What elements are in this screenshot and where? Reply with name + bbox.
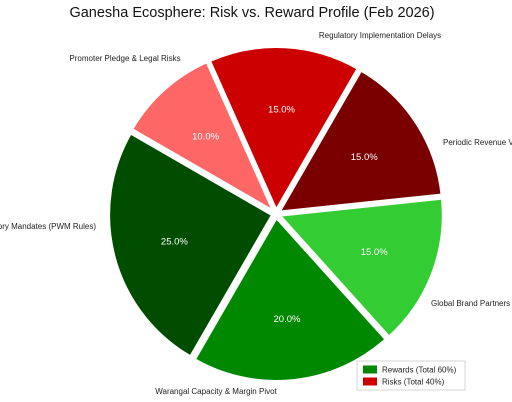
legend-swatch-risks bbox=[363, 377, 377, 386]
pie-slice-value-4: 25.0% bbox=[161, 237, 188, 248]
pie-category-label-1: Periodic Revenue V bbox=[443, 138, 512, 147]
pie-category-label-0: Regulatory Implementation Delays bbox=[319, 31, 441, 40]
pie-slice-1 bbox=[277, 68, 444, 214]
pie-slice-value-2: 15.0% bbox=[361, 247, 388, 258]
chart-title: Ganesha Ecosphere: Risk vs. Reward Profi… bbox=[69, 5, 434, 21]
pie-category-label-5: Promoter Pledge & Legal Risks bbox=[69, 54, 180, 63]
pie-slice-3 bbox=[192, 215, 388, 383]
pie-slice-value-0: 15.0% bbox=[268, 104, 295, 115]
chart-legend: Rewards (Total 60%) Risks (Total 40%) bbox=[356, 360, 466, 391]
pie-slice-labels: 15.0% 15.0% 15.0% 20.0% 25.0% 10.0% bbox=[161, 104, 388, 325]
pie-category-label-2: Global Brand Partners bbox=[431, 299, 510, 308]
legend-label-risks: Risks (Total 40%) bbox=[382, 378, 445, 387]
pie-slice-value-3: 20.0% bbox=[274, 314, 301, 325]
pie-slice-value-1: 15.0% bbox=[351, 152, 378, 163]
legend-swatch-rewards bbox=[363, 365, 377, 374]
pie-slices bbox=[107, 45, 445, 383]
pie-slice-4 bbox=[107, 131, 275, 359]
pie-category-label-3: Warangal Capacity & Margin Pivot bbox=[155, 387, 277, 396]
legend-label-rewards: Rewards (Total 60%) bbox=[382, 366, 457, 375]
pie-slice-2 bbox=[277, 196, 445, 339]
pie-slice-5 bbox=[130, 60, 276, 213]
pie-slice-value-5: 10.0% bbox=[192, 131, 219, 142]
pie-category-label-4: ory Mandates (PWM Rules) bbox=[0, 222, 96, 231]
pie-category-labels: Regulatory Implementation Delays Periodic… bbox=[0, 31, 512, 396]
pie-slice-0 bbox=[207, 45, 360, 213]
